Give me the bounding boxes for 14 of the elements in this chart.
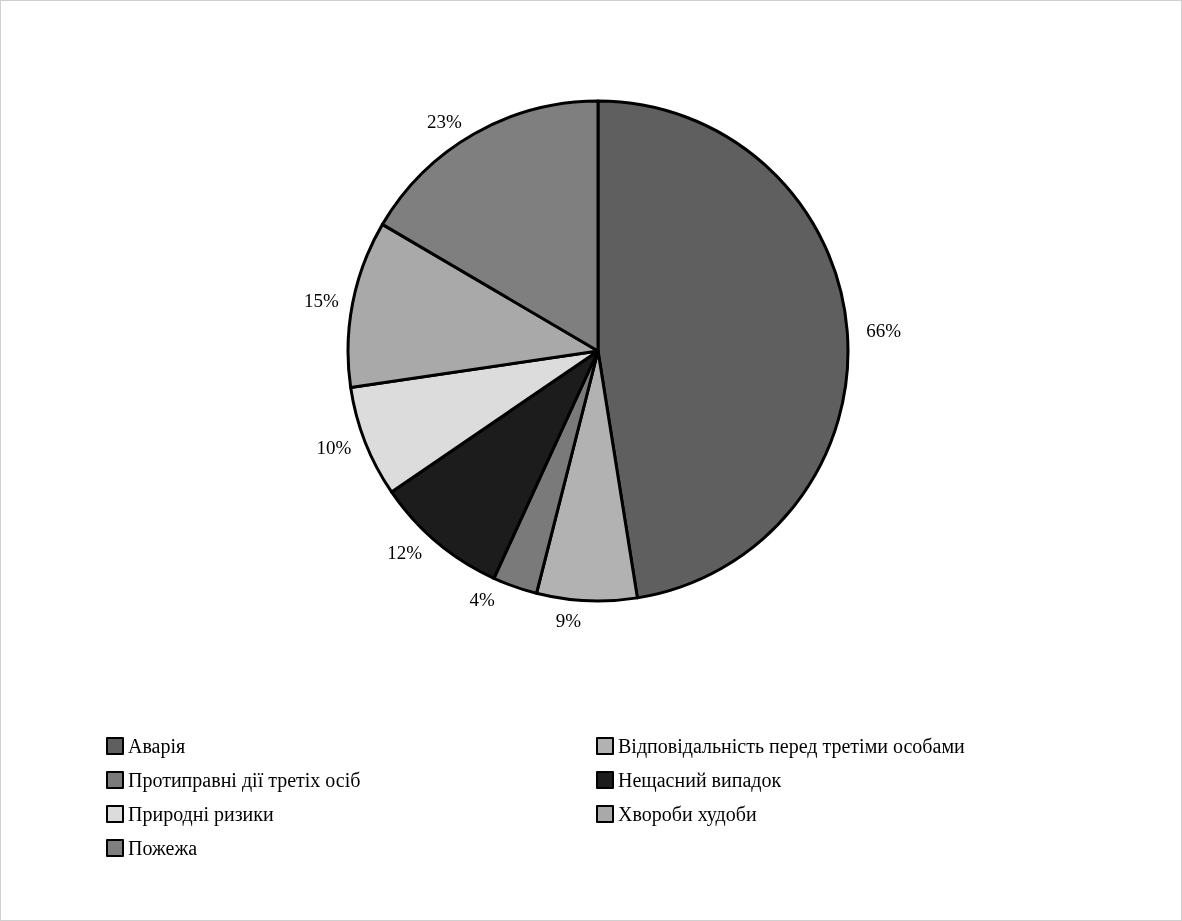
legend-label: Хвороби худоби: [618, 803, 757, 826]
legend-label: Протиправні дії третіх осіб: [128, 769, 361, 792]
legend-label: Пожежа: [128, 837, 198, 859]
legend-label: Відповідальність перед третіми особами: [618, 735, 966, 758]
legend-label: Нещасний випадок: [618, 769, 782, 792]
data-label: 10%: [316, 436, 352, 458]
legend-label: Аварія: [128, 735, 186, 758]
legend-label: Природні ризики: [128, 803, 275, 826]
data-label: 4%: [469, 589, 495, 611]
data-label: 66%: [866, 319, 902, 341]
data-label: 9%: [555, 610, 582, 632]
data-label: 12%: [387, 542, 423, 564]
data-label: 23%: [427, 111, 463, 133]
data-label: 15%: [303, 290, 339, 312]
